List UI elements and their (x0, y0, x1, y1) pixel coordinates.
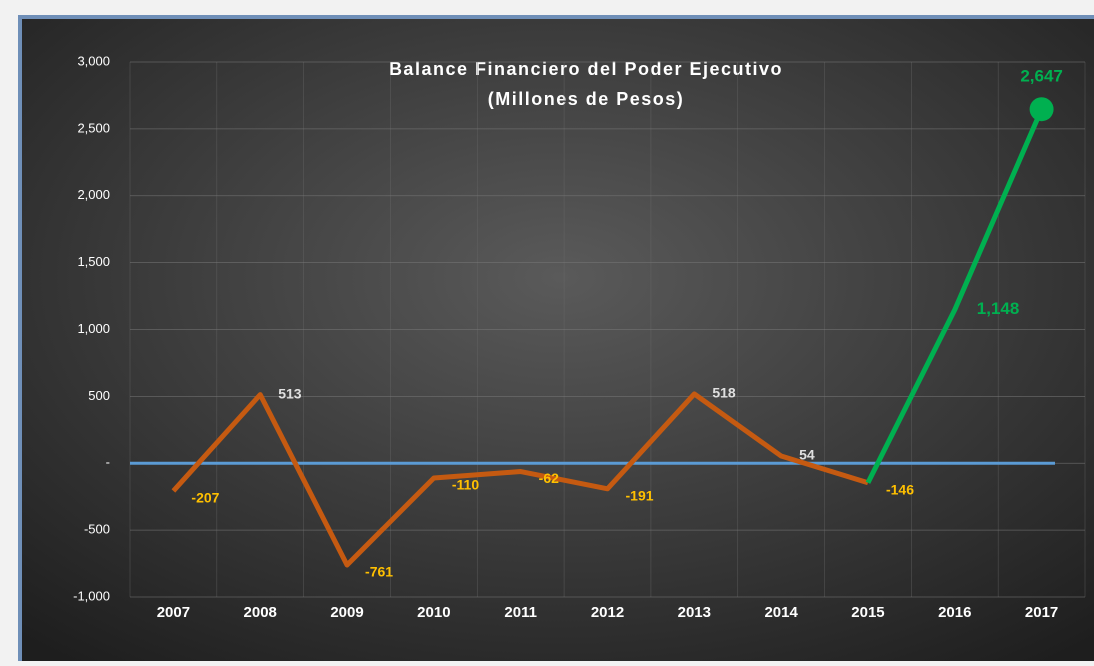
line (865, 108, 1044, 484)
x-tick-label: 2008 (244, 604, 277, 621)
data-label: 2,647 (1020, 67, 1063, 86)
end-marker (1029, 97, 1054, 122)
data-label: 1,148 (977, 299, 1020, 318)
x-tick-label: 2014 (764, 604, 798, 621)
y-tick-label: 2,500 (77, 120, 110, 135)
data-label: -110 (452, 477, 479, 493)
line (171, 391, 869, 568)
x-tick-label: 2007 (157, 604, 190, 621)
y-tick-label: 2,000 (77, 187, 110, 202)
x-tick-label: 2015 (851, 604, 884, 621)
chart-background (22, 19, 1094, 665)
x-tick-label: 2010 (417, 604, 450, 621)
chart-subtitle: (Millones de Pesos) (488, 89, 685, 109)
x-tick-label: 2013 (678, 604, 711, 621)
data-label: -761 (365, 564, 393, 580)
x-tick-label: 2012 (591, 604, 624, 621)
y-tick-label: - (106, 455, 110, 470)
data-label: -62 (539, 470, 559, 486)
data-label: 518 (712, 385, 736, 401)
data-label: -191 (626, 487, 654, 503)
y-tick-label: 1,500 (77, 254, 110, 269)
data-label: 54 (799, 447, 815, 463)
data-label: 513 (278, 385, 302, 401)
data-label: -207 (191, 490, 219, 506)
x-tick-label: 2016 (938, 604, 971, 621)
x-tick-label: 2009 (330, 604, 363, 621)
y-tick-label: 1,000 (77, 321, 110, 336)
chart-title: Balance Financiero del Poder Ejecutivo (389, 59, 783, 79)
data-label: -146 (886, 481, 914, 497)
y-tick-label: -1,000 (73, 588, 110, 603)
y-tick-label: 3,000 (77, 53, 110, 68)
x-tick-label: 2011 (504, 604, 537, 621)
y-tick-label: 500 (88, 388, 110, 403)
x-tick-label: 2017 (1025, 604, 1058, 621)
y-tick-label: -500 (84, 522, 110, 537)
